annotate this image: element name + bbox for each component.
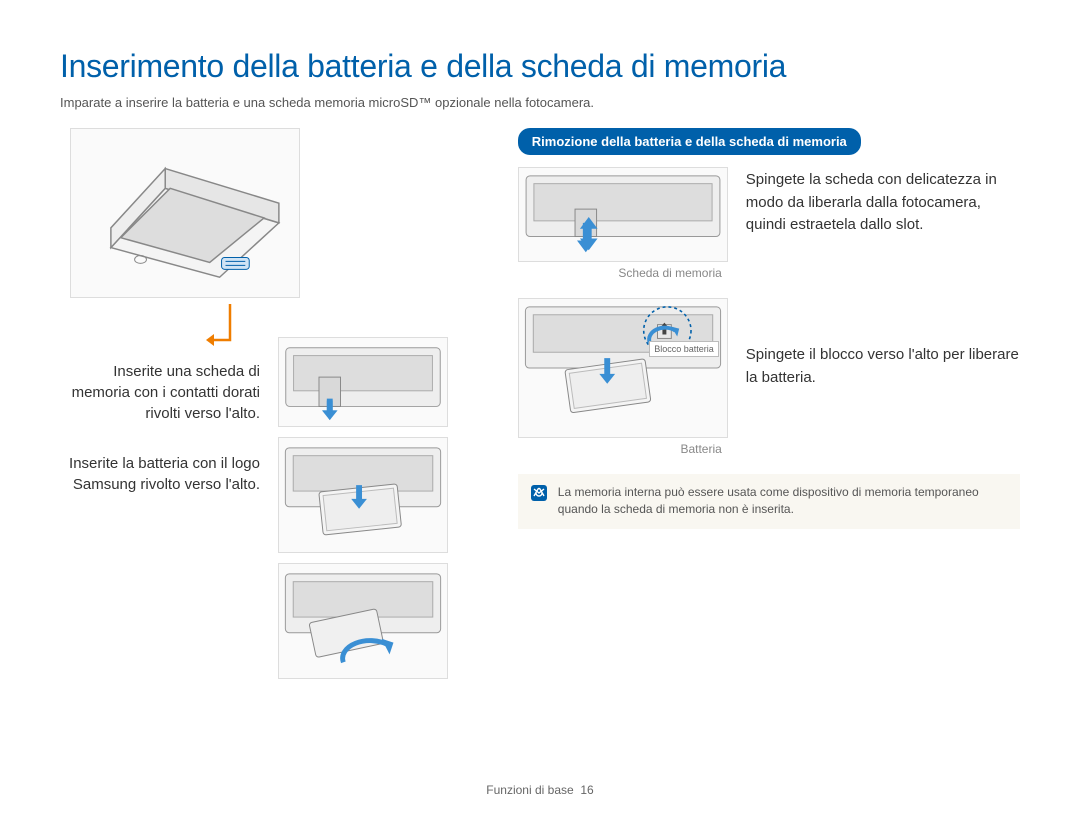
right-column: Rimozione della batteria e della scheda … [518,128,1020,679]
note-icon [530,484,548,502]
card-label: Scheda di memoria [518,266,728,280]
remove-battery-text: Spingete il blocco verso l'alto per libe… [746,298,1020,456]
remove-battery-illustration: Blocco batteria [518,298,728,438]
left-column: Inserite una scheda di memoria con i con… [60,128,488,679]
intro-text: Imparate a inserire la batteria e una sc… [60,95,1020,110]
step3-illustration [278,563,448,679]
step2-illustration [278,437,448,553]
remove-card-text: Spingete la scheda con delicatezza in mo… [746,167,1020,280]
camera-top-illustration [70,128,300,298]
battery-label: Batteria [518,442,728,456]
step1-text: Inserite una scheda di memoria con i con… [60,337,260,424]
note-box: La memoria interna può essere usata come… [518,474,1020,529]
step2-text: Inserite la batteria con il logo Samsung… [60,437,260,495]
page-title: Inserimento della batteria e della sched… [60,48,1020,85]
page-footer: Funzioni di base 16 [0,783,1080,797]
footer-page: 16 [580,783,593,797]
footer-section: Funzioni di base [486,783,573,797]
lock-label: Blocco batteria [649,341,719,357]
note-text: La memoria interna può essere usata come… [558,484,1008,519]
remove-card-illustration [518,167,728,262]
step1-illustration [278,337,448,427]
removal-header: Rimozione della batteria e della scheda … [518,128,861,155]
